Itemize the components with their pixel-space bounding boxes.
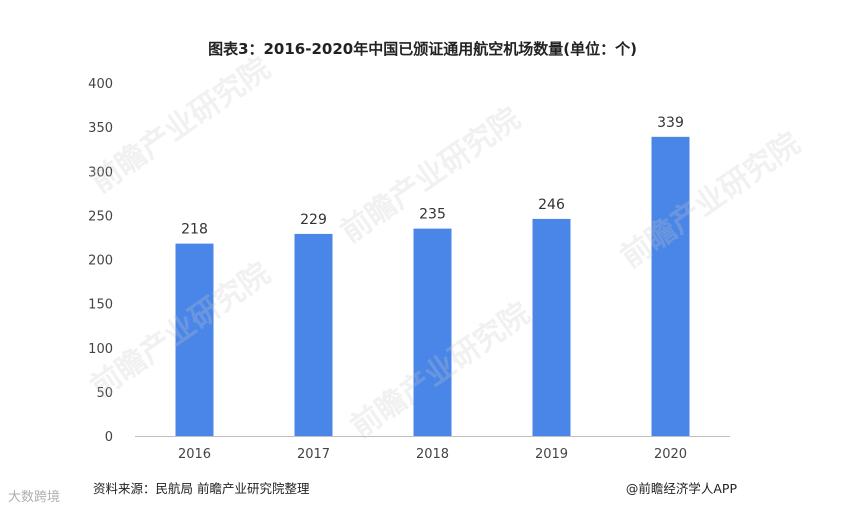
credit-note: @前瞻经济学人APP (625, 481, 737, 496)
y-axis: 0 50 100 150 200 250 300 350 400 (88, 77, 113, 445)
y-tick-label: 350 (88, 121, 113, 136)
bar-series: 218 229 235 246 339 (175, 115, 690, 436)
bar (651, 136, 690, 436)
x-tick-label: 2019 (535, 447, 568, 462)
x-tick-label: 2017 (297, 447, 330, 462)
y-tick-label: 250 (88, 209, 113, 224)
data-label: 339 (657, 115, 684, 131)
x-tick-label: 2018 (416, 447, 449, 462)
data-label: 229 (300, 212, 327, 228)
bar (413, 228, 452, 436)
y-tick-label: 100 (88, 342, 113, 357)
y-tick-label: 400 (88, 77, 113, 92)
bar (175, 243, 214, 436)
data-label: 235 (419, 207, 446, 223)
bar (532, 218, 571, 436)
bar (294, 233, 333, 436)
source-note: 资料来源：民航局 前瞻产业研究院整理 (93, 481, 310, 496)
y-tick-label: 200 (88, 254, 113, 269)
y-tick-label: 300 (88, 165, 113, 180)
y-tick-label: 0 (105, 430, 113, 445)
data-label: 218 (181, 222, 208, 238)
x-axis: 2016 2017 2018 2019 2020 (178, 447, 687, 462)
chart-title: 图表3：2016-2020年中国已颁证通用航空机场数量(单位：个) (208, 40, 637, 58)
y-tick-label: 50 (96, 386, 113, 401)
data-label: 246 (538, 197, 565, 213)
x-tick-label: 2020 (654, 447, 687, 462)
corner-logo: 大数跨境 (8, 490, 61, 505)
x-tick-label: 2016 (178, 447, 211, 462)
y-tick-label: 150 (88, 298, 113, 313)
